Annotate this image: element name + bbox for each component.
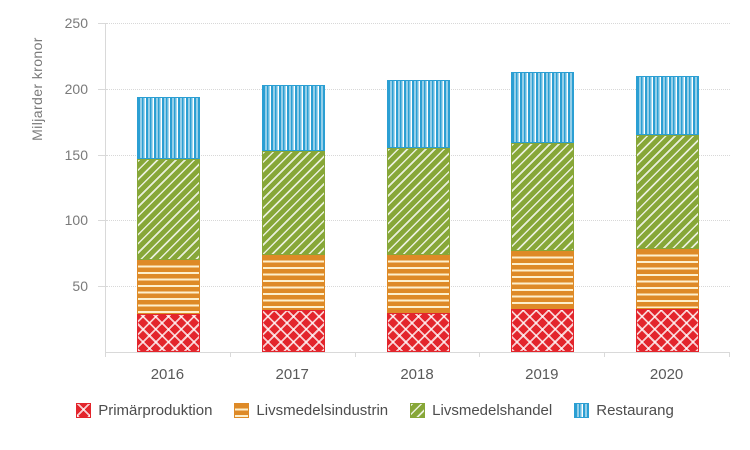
x-tick-mark-5 <box>729 353 730 357</box>
legend-label: Livsmedelshandel <box>432 402 553 419</box>
bar-segment-2019-Primärproduktion <box>511 308 575 352</box>
y-tick-mark-200 <box>98 88 105 90</box>
x-tick-label-2020: 2020 <box>649 366 684 383</box>
legend: Primärproduktion Livsmedelsindustrin Livsm… <box>0 402 750 419</box>
y-tick-mark-250 <box>98 23 105 24</box>
legend-swatch-vlines-icon <box>574 403 590 418</box>
bar-segment-2018-Livsmedelsindustrin <box>386 254 450 313</box>
y-tick-mark-150 <box>98 154 105 156</box>
x-tick-mark-2 <box>354 353 356 357</box>
y-tick-label-50: 50 <box>72 278 88 295</box>
x-tick-mark-1 <box>229 353 231 357</box>
y-tick-mark-100 <box>98 220 105 222</box>
bar-2016 <box>136 96 200 352</box>
y-tick-label-150: 150 <box>64 146 88 163</box>
legend-item-Primärproduktion: Primärproduktion <box>76 402 212 419</box>
bar-2020 <box>636 75 700 352</box>
bar-segment-2020-Primärproduktion <box>636 308 700 352</box>
bar-segment-2020-Livsmedelshandel <box>636 134 700 250</box>
legend-label: Restaurang <box>596 402 674 419</box>
bar-segment-2017-Restaurang <box>261 84 325 151</box>
legend-item-Livsmedelshandel: Livsmedelshandel <box>410 402 552 419</box>
x-tick-mark-3 <box>479 353 481 357</box>
legend-item-Livsmedelsindustrin: Livsmedelsindustrin <box>234 402 388 419</box>
legend-swatch-hlines-icon <box>234 403 250 418</box>
x-tick-label-2016: 2016 <box>150 366 185 383</box>
y-tick-mark-50 <box>98 286 105 288</box>
x-tick-mark-0 <box>105 353 106 357</box>
x-tick-label-2017: 2017 <box>275 366 309 383</box>
bar-segment-2016-Livsmedelshandel <box>136 158 200 260</box>
bar-segment-2019-Livsmedelshandel <box>511 142 575 251</box>
bar-segment-2017-Livsmedelsindustrin <box>261 254 325 310</box>
legend-swatch-diamond-icon <box>76 403 92 418</box>
bar-segment-2016-Livsmedelsindustrin <box>136 259 200 314</box>
plot-area <box>105 23 730 353</box>
bar-segment-2020-Livsmedelsindustrin <box>636 249 700 309</box>
bar-segment-2018-Restaurang <box>386 79 450 149</box>
bar-2019 <box>511 71 575 352</box>
x-tick-mark-4 <box>604 353 606 357</box>
legend-label: Primärproduktion <box>98 402 213 419</box>
y-tick-label-100: 100 <box>64 212 88 229</box>
legend-swatch-diag-icon <box>410 403 426 418</box>
x-tick-label-2019: 2019 <box>525 366 559 383</box>
legend-label: Livsmedelsindustrin <box>256 402 389 419</box>
bar-segment-2020-Restaurang <box>636 75 700 135</box>
legend-item-Restaurang: Restaurang <box>574 402 674 419</box>
y-tick-label-250: 250 <box>64 15 88 31</box>
bar-segment-2018-Livsmedelshandel <box>386 148 450 255</box>
bar-segment-2017-Livsmedelshandel <box>261 150 325 255</box>
y-tick-label-200: 200 <box>64 80 88 97</box>
bar-segment-2019-Restaurang <box>511 71 575 143</box>
bar-segment-2019-Livsmedelsindustrin <box>511 250 575 309</box>
bar-segment-2017-Primärproduktion <box>261 309 325 352</box>
bar-2018 <box>386 79 450 352</box>
bar-segment-2016-Restaurang <box>136 96 200 159</box>
x-tick-label-2018: 2018 <box>400 366 434 383</box>
bar-segment-2016-Primärproduktion <box>136 313 200 352</box>
gridline-250 <box>106 23 730 24</box>
bar-segment-2018-Primärproduktion <box>386 312 450 352</box>
bar-2017 <box>261 84 325 352</box>
